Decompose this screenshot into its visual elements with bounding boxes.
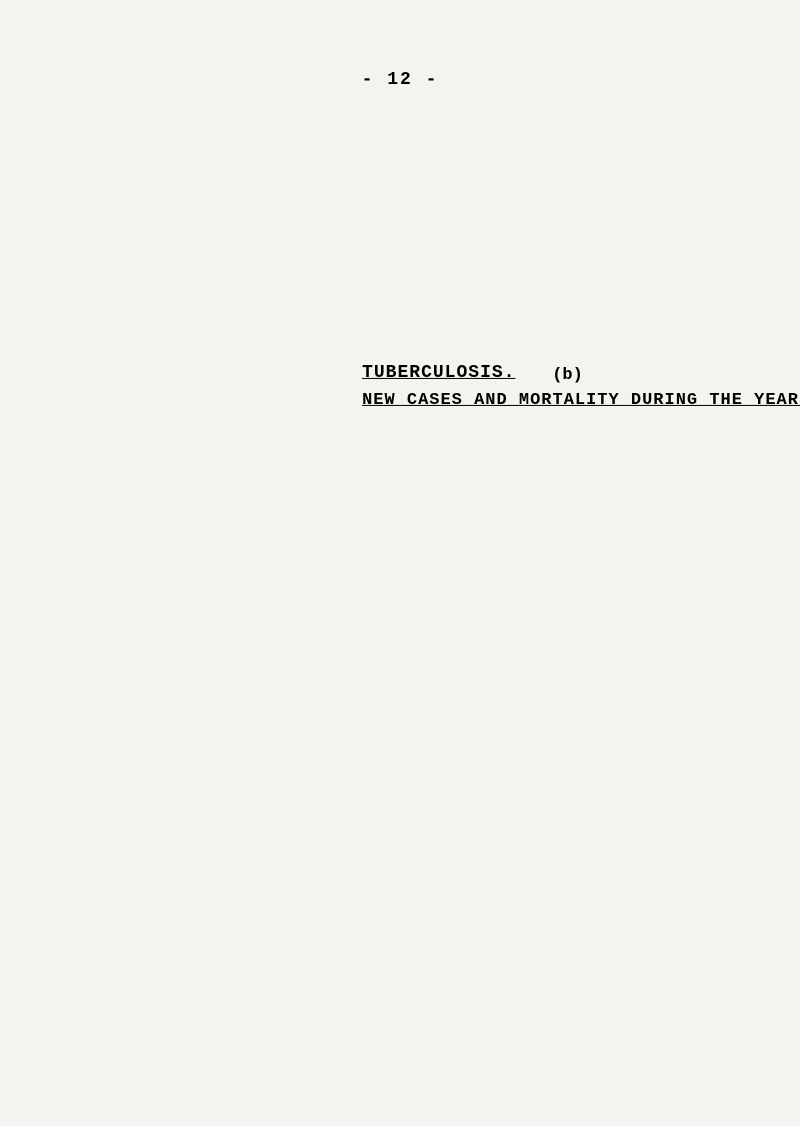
table-container: TUBERCULOSIS. NEW CASES AND MORTALITY DU… bbox=[42, 250, 800, 850]
title-sub: NEW CASES AND MORTALITY DURING THE YEAR … bbox=[362, 391, 800, 410]
page-number: - 12 - bbox=[362, 70, 439, 90]
section-label-b: (b) bbox=[552, 366, 583, 385]
